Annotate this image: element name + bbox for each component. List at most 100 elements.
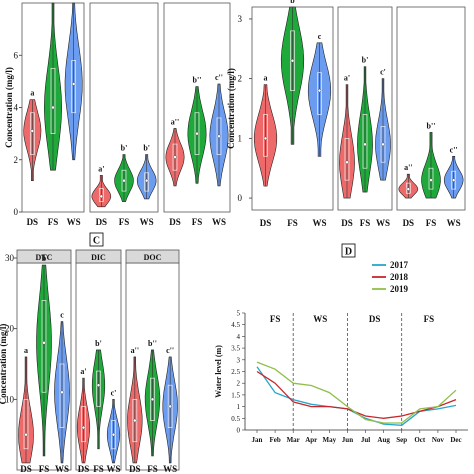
significance-letter: b'' bbox=[148, 339, 157, 348]
x-tick-label: Sep bbox=[396, 436, 407, 444]
violin-median bbox=[150, 397, 155, 402]
season-label: FS bbox=[424, 314, 435, 324]
panel-label-d-text: D bbox=[345, 247, 352, 258]
y-tick-label: 1 bbox=[238, 133, 243, 143]
violin-iqr-box bbox=[132, 398, 138, 443]
significance-letter: a'' bbox=[131, 346, 139, 355]
significance-letter: c bbox=[318, 32, 322, 41]
violin-iqr-box bbox=[172, 143, 178, 171]
x-tick-label: Nov bbox=[432, 436, 445, 444]
y-tick-label: 1.5 bbox=[231, 391, 240, 399]
y-tick-label: 2 bbox=[14, 155, 19, 165]
x-tick-label: Aug bbox=[377, 436, 390, 444]
facet-strip-label: DTC bbox=[36, 253, 53, 262]
violin-iqr-box bbox=[59, 363, 65, 428]
y-tick-label: 30 bbox=[5, 253, 15, 263]
y-tick-label: 6 bbox=[14, 50, 19, 60]
violin-median bbox=[99, 194, 104, 199]
x-tick-label: WS bbox=[212, 217, 226, 227]
x-tick-label: WS bbox=[140, 217, 154, 227]
significance-letter: a'' bbox=[404, 163, 412, 172]
x-tick-label: FS bbox=[119, 217, 130, 227]
y-tick-label: 3 bbox=[238, 14, 243, 24]
x-tick-label: FS bbox=[426, 218, 437, 228]
violin-median bbox=[317, 88, 322, 93]
y-tick-label: 2 bbox=[237, 380, 241, 388]
y-axis-label: Concentration (mg/l) bbox=[226, 68, 236, 149]
x-tick-label: Dec bbox=[450, 436, 461, 444]
violin-median bbox=[429, 178, 433, 182]
x-tick-label: DS bbox=[27, 217, 39, 227]
violin-iqr-box bbox=[344, 138, 350, 181]
violin-median bbox=[290, 59, 295, 63]
violin-median bbox=[96, 383, 101, 387]
violin-chart-topleft: Concentration (mg/l) 0 2 4 6 a DS b FS c WS a' DS b' F… bbox=[4, 0, 231, 227]
season-label: WS bbox=[313, 314, 327, 324]
facet-panel bbox=[163, 2, 231, 213]
x-tick-label: May bbox=[323, 436, 337, 444]
significance-letter: a' bbox=[80, 367, 86, 376]
facet-strip bbox=[125, 249, 180, 264]
violin-median bbox=[168, 404, 172, 409]
y-tick-label: 10 bbox=[5, 394, 15, 404]
panel-label-c: C bbox=[89, 232, 104, 247]
x-tick-label: WS bbox=[55, 464, 69, 474]
facet-strip-label: DIC bbox=[91, 253, 106, 262]
violin-iqr-box bbox=[167, 384, 173, 428]
legend-label: 2019 bbox=[390, 284, 409, 294]
significance-letter: c' bbox=[111, 388, 117, 397]
y-tick-label: 3 bbox=[237, 356, 241, 364]
y-tick-label: 4 bbox=[14, 103, 19, 113]
violin-median bbox=[42, 341, 46, 345]
y-tick-label: 0 bbox=[238, 193, 243, 203]
violin-median bbox=[345, 160, 349, 164]
significance-letter: c'' bbox=[215, 73, 223, 82]
panel-label-d: D bbox=[341, 243, 356, 258]
significance-letter: b'' bbox=[193, 76, 202, 85]
x-tick-label: Jun bbox=[342, 436, 353, 444]
x-tick-label: FS bbox=[39, 464, 50, 474]
significance-letter: c'' bbox=[450, 145, 458, 154]
x-tick-label: Apr bbox=[305, 436, 317, 444]
violin-iqr-box bbox=[194, 112, 200, 155]
violin-iqr-box bbox=[150, 377, 155, 421]
violin-iqr-box bbox=[81, 406, 86, 443]
violin-iqr-box bbox=[50, 67, 56, 134]
season-label: DS bbox=[369, 314, 381, 324]
significance-letter: a bbox=[264, 74, 268, 83]
violin-iqr-box bbox=[29, 112, 35, 155]
x-tick-label: FS bbox=[93, 464, 104, 474]
violin-iqr-box bbox=[121, 169, 127, 192]
y-tick-label: 20 bbox=[5, 324, 15, 334]
violin-median bbox=[144, 178, 149, 183]
x-tick-label: DS bbox=[403, 218, 415, 228]
violin-iqr-box bbox=[290, 30, 295, 91]
y-tick-label: 5 bbox=[237, 310, 241, 318]
violin-iqr-box bbox=[71, 60, 77, 114]
significance-letter: c bbox=[60, 311, 64, 320]
facet-strip-label: DOC bbox=[144, 253, 162, 262]
violin-median bbox=[111, 432, 116, 437]
significance-letter: b bbox=[290, 0, 295, 5]
facet-panel bbox=[337, 6, 393, 211]
facet-strip bbox=[75, 249, 122, 264]
violin-median bbox=[30, 129, 35, 133]
violin-median bbox=[195, 131, 199, 136]
x-tick-label: Mar bbox=[287, 436, 300, 444]
violin-median bbox=[60, 390, 64, 394]
y-axis-label: Concentration (mg/l) bbox=[4, 67, 14, 148]
x-tick-label: Jul bbox=[361, 436, 370, 444]
x-tick-label: FS bbox=[287, 218, 298, 228]
x-tick-label: DS bbox=[78, 464, 90, 474]
violin-median bbox=[122, 178, 126, 183]
violin-median bbox=[51, 105, 55, 110]
violin-iqr-box bbox=[96, 370, 101, 407]
significance-letter: a bbox=[24, 346, 28, 355]
violin-iqr-box bbox=[144, 172, 150, 192]
x-tick-label: DS bbox=[169, 217, 181, 227]
y-axis-label: Concentration (mg/l) bbox=[0, 324, 8, 405]
x-tick-label: FS bbox=[147, 464, 158, 474]
significance-letter: b' bbox=[95, 339, 102, 348]
significance-letter: a'' bbox=[171, 117, 179, 126]
x-tick-label: DS bbox=[20, 464, 32, 474]
